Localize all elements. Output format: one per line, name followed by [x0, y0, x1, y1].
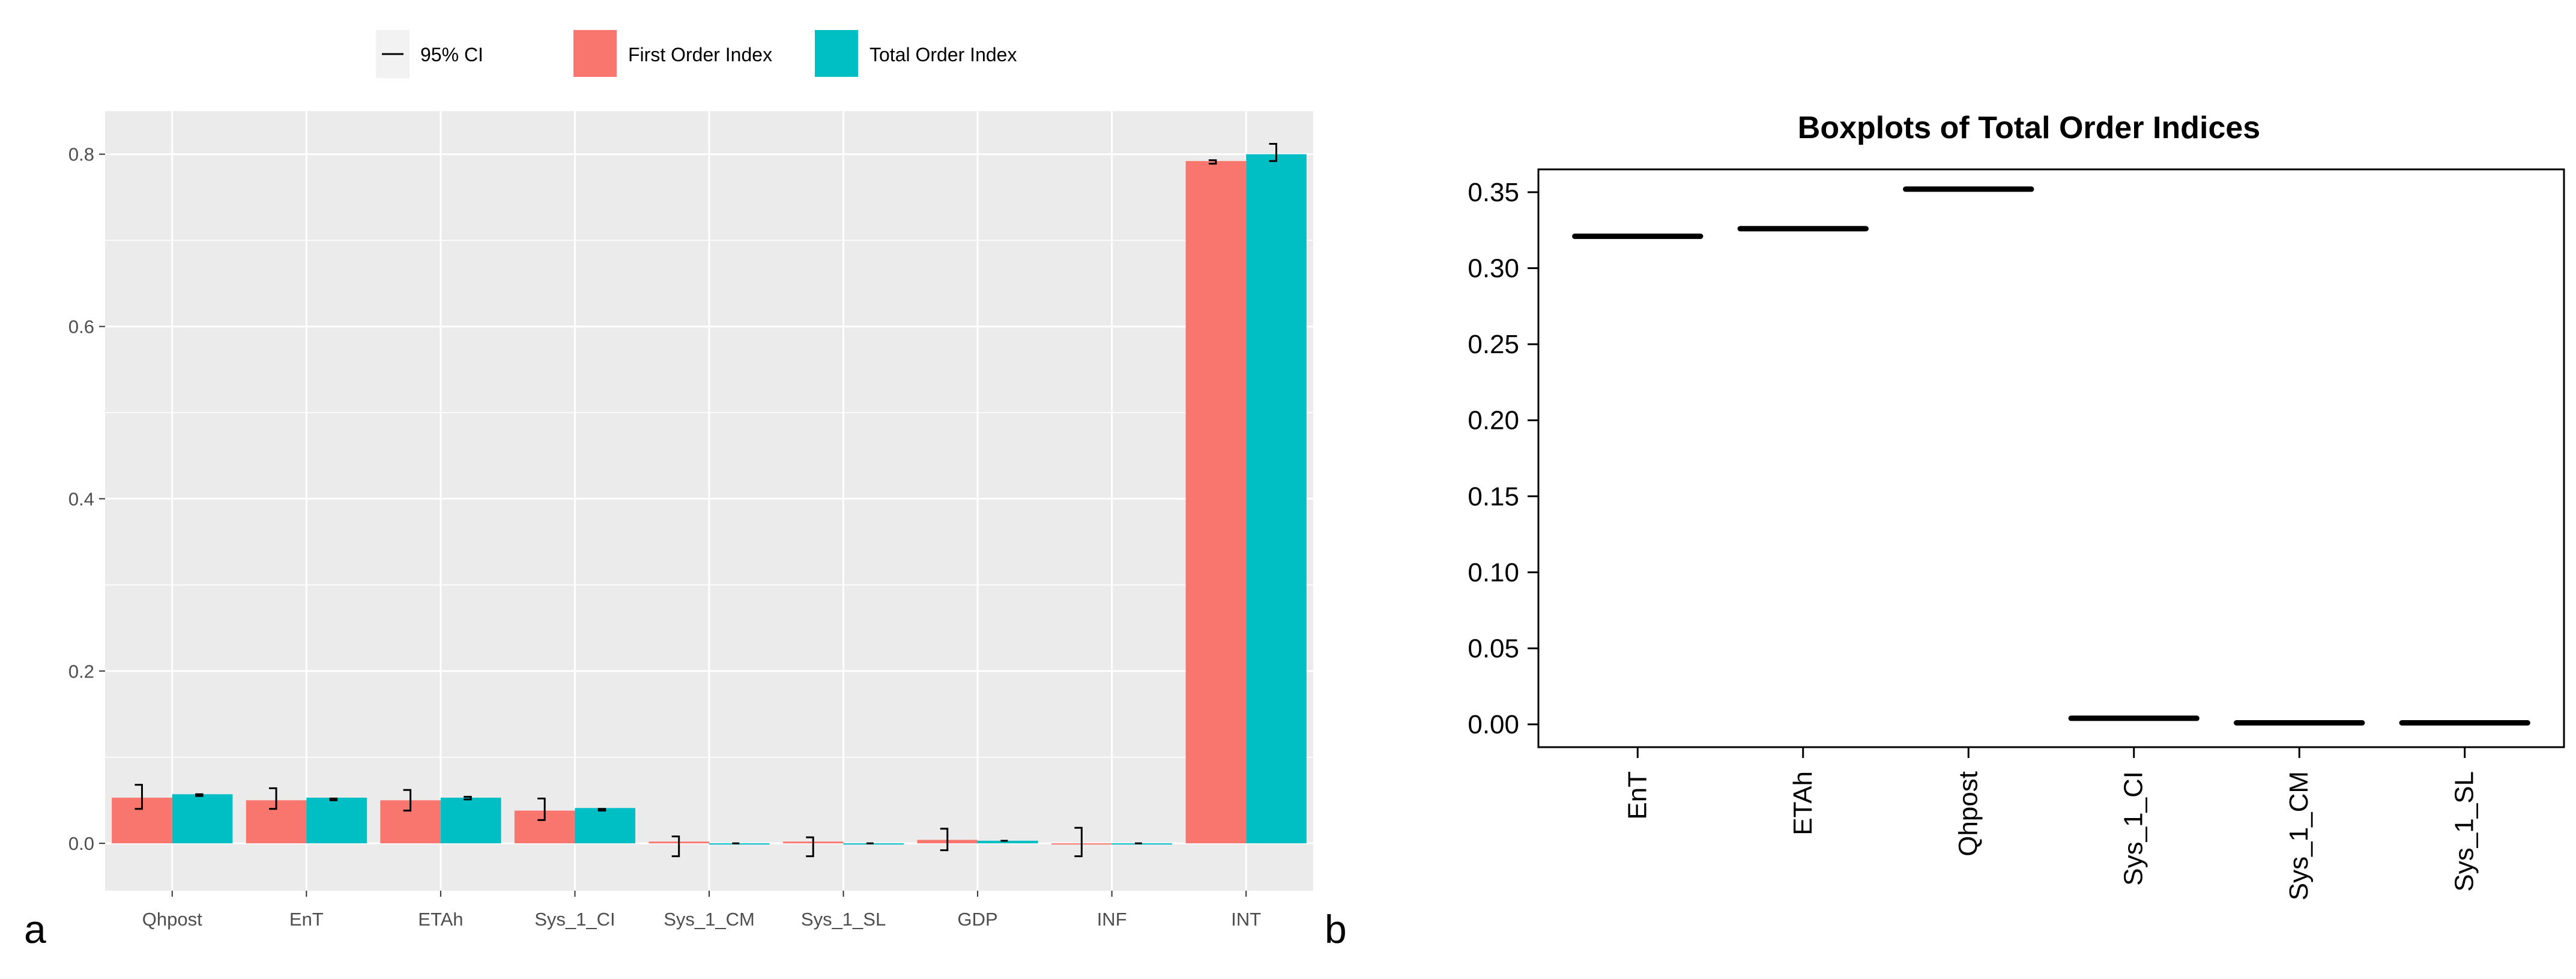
ci-error-bar [940, 828, 949, 852]
panel-a-bars [112, 154, 1307, 845]
x-tick-label: INT [1231, 909, 1261, 930]
panel-a-error-bars [135, 143, 1278, 858]
x-tick-label: Qhpost [142, 909, 202, 930]
x-tick-label: ETAh [1788, 771, 1818, 835]
bar-total-order-int [1246, 154, 1307, 844]
panel-b-title: Boxplots of Total Order Indices [1798, 111, 2260, 145]
x-tick-label: Qhpost [1953, 771, 1983, 856]
x-tick-label: Sys_1_SL [2450, 771, 2479, 892]
panel-b-y-ticks: 0.00 0.05 0.10 0.15 0.20 0.25 0.30 0.35 [1468, 178, 1538, 739]
legend-first-order-label: First Order Index [628, 44, 772, 65]
bar-total-order-qhpost [172, 794, 233, 844]
x-tick-label: Sys_1_CM [2284, 771, 2314, 900]
x-tick-label: Sys_1_CI [534, 909, 615, 930]
panel-b-x-ticks: EnT ETAh Qhpost Sys_1_CI Sys_1_CM Sys_1_SL [1622, 747, 2479, 900]
panel-b-median-lines [1572, 186, 2530, 726]
bar-total-order-gdp [978, 840, 1038, 844]
x-tick-label: GDP [958, 909, 998, 930]
y-tick-label: 0.10 [1468, 558, 1519, 587]
bar-total-order-ent [306, 798, 367, 844]
x-tick-label: ETAh [418, 909, 463, 930]
y-tick-label: 0.6 [68, 317, 94, 338]
y-tick-label: 0.8 [68, 144, 94, 165]
ci-error-bar [671, 835, 680, 858]
bar-total-order-sys-1-ci [575, 808, 636, 844]
x-tick-label: Sys_1_SL [801, 909, 886, 930]
legend-total-order-label: Total Order Index [869, 44, 1017, 65]
y-tick-label: 0.2 [68, 661, 94, 682]
legend-total-order-key [815, 30, 858, 77]
ci-error-bar [1074, 826, 1083, 858]
panel-a-x-ticks: Qhpost EnT ETAh Sys_1_CI Sys_1_CM Sys_1_SL GDP… [142, 891, 1261, 930]
y-tick-label: 0.30 [1468, 254, 1519, 283]
panel-a: 0.0 0.2 0.4 0.6 0.8 Qhpost EnT ETAh Sys_1_CI Sys… [24, 30, 1313, 951]
ci-error-bar [269, 787, 277, 810]
ci-error-bar [403, 789, 412, 812]
panel-a-label: a [24, 907, 46, 951]
y-tick-label: 0.15 [1468, 482, 1519, 511]
y-tick-label: 0.20 [1468, 406, 1519, 435]
panel-a-y-ticks: 0.0 0.2 0.4 0.6 0.8 [68, 144, 105, 854]
panel-a-legend: 95% CI First Order Index Total Order Ind… [376, 30, 1017, 78]
panel-a-gridlines [105, 111, 1313, 891]
y-tick-label: 0.25 [1468, 330, 1519, 359]
panel-b-plot-frame [1537, 168, 2565, 748]
y-tick-label: 0.4 [68, 488, 94, 509]
ci-error-bar [195, 793, 204, 797]
panel-b: Boxplots of Total Order Indices 0.00 0.05… [1325, 111, 2565, 951]
x-tick-label: EnT [1622, 771, 1652, 820]
bar-total-order-etah [440, 798, 501, 844]
ci-error-bar [135, 784, 143, 810]
x-tick-label: Sys_1_CM [664, 909, 755, 930]
ci-error-bar [1269, 143, 1278, 162]
x-tick-label: EnT [289, 909, 324, 930]
y-tick-label: 0.35 [1468, 178, 1519, 207]
y-tick-label: 0.0 [68, 833, 94, 854]
y-tick-label: 0.05 [1468, 634, 1519, 663]
ci-error-bar [1208, 159, 1217, 165]
y-tick-label: 0.00 [1468, 710, 1519, 739]
legend-ci-label: 95% CI [420, 44, 483, 65]
x-tick-label: Sys_1_CI [2119, 771, 2148, 886]
ci-error-bar [537, 798, 546, 821]
panel-b-label: b [1325, 907, 1347, 951]
x-tick-label: INF [1097, 909, 1127, 930]
ci-error-bar [329, 798, 338, 801]
legend-first-order-key [573, 30, 617, 77]
bar-first-order-int [1185, 161, 1247, 844]
ci-error-bar [464, 796, 472, 801]
ci-error-bar [597, 808, 606, 812]
ci-error-bar [806, 836, 814, 858]
